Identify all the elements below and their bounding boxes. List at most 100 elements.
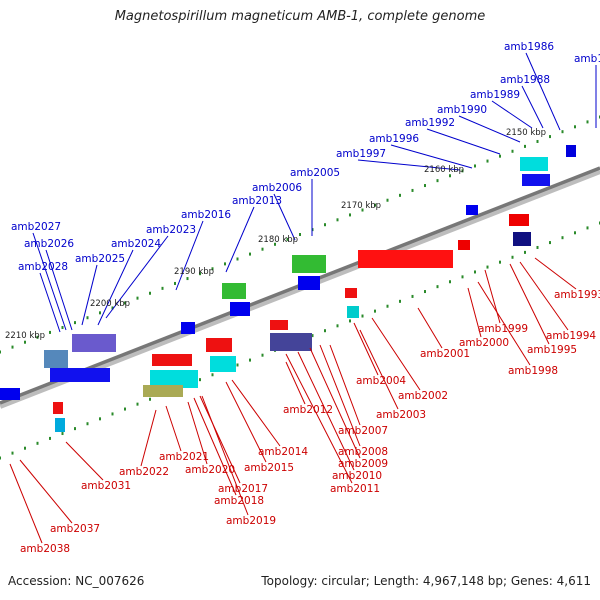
kbp-label: 2160 kbp: [424, 165, 464, 175]
leader-line: [193, 397, 237, 496]
tick-mark: [11, 345, 14, 349]
tick-mark: [0, 456, 1, 460]
leader-line: [319, 344, 361, 447]
leader-line: [491, 100, 533, 129]
tick-mark: [361, 314, 364, 318]
tick-mark: [399, 193, 401, 197]
leader-line: [285, 361, 306, 405]
tick-mark: [111, 412, 114, 416]
tick-mark: [136, 402, 139, 406]
leader-line: [297, 351, 355, 471]
tick-mark: [24, 340, 26, 344]
tick-mark: [249, 252, 251, 256]
tick-mark: [386, 304, 389, 308]
leader-line: [187, 401, 208, 465]
tick-mark: [574, 125, 576, 129]
gene-feature: [181, 322, 195, 334]
gene-label-amb1989: amb1989: [470, 89, 520, 101]
tick-mark: [386, 198, 389, 202]
gene-features: [0, 145, 576, 432]
gene-label-amb2037: amb2037: [50, 523, 100, 535]
gene-labels: amb1982amb1986amb1988amb1989amb1990amb19…: [11, 41, 600, 555]
gene-label-amb2007: amb2007: [338, 425, 388, 437]
gene-label-amb2020: amb2020: [185, 464, 235, 476]
gene-label-amb2016: amb2016: [181, 209, 231, 221]
leader-line: [467, 287, 482, 338]
gene-feature: [206, 338, 232, 352]
leader-line: [45, 249, 73, 331]
tick-mark: [124, 407, 126, 411]
tick-mark: [324, 329, 326, 333]
tick-mark: [86, 422, 89, 426]
leader-line: [525, 52, 561, 131]
tick-mark: [111, 306, 114, 310]
tick-mark: [261, 353, 264, 357]
gene-label-amb2009: amb2009: [338, 458, 388, 470]
tick-mark: [449, 280, 451, 284]
tick-mark: [411, 188, 414, 192]
gene-label-amb2038: amb2038: [20, 543, 70, 555]
tick-mark: [399, 299, 401, 303]
tick-mark: [199, 378, 201, 382]
leader-line: [426, 128, 501, 155]
kbp-label: 2190 kbp: [174, 267, 214, 277]
gene-label-amb2014: amb2014: [258, 446, 308, 458]
tick-mark: [324, 223, 326, 227]
tick-mark: [586, 226, 589, 230]
gene-label-amb2013: amb2013: [232, 195, 282, 207]
gene-feature: [466, 205, 478, 215]
tick-mark: [574, 231, 576, 235]
gene-label-amb2010: amb2010: [332, 470, 382, 482]
gene-feature: [55, 418, 65, 432]
tick-mark: [249, 358, 251, 362]
leader-line: [81, 264, 98, 326]
kbp-labels: 2150 kbp 2160 kbp 2170 kbp 2180 kbp 2190 kbp…: [5, 128, 546, 341]
gene-feature: [143, 385, 183, 397]
tick-mark: [199, 272, 201, 276]
leader-line: [19, 459, 73, 524]
leader-line: [199, 395, 241, 484]
tick-mark: [511, 255, 514, 259]
tick-mark: [549, 241, 551, 245]
gene-feature: [520, 157, 548, 171]
tick-mark: [224, 262, 226, 266]
leader-line: [140, 409, 157, 467]
tick-mark: [236, 363, 239, 367]
gene-feature: [513, 232, 531, 246]
gene-feature: [50, 368, 110, 382]
gene-feature: [72, 334, 116, 352]
gene-label-amb2021: amb2021: [159, 451, 209, 463]
gene-label-amb2022: amb2022: [119, 466, 169, 478]
gene-label-amb1995: amb1995: [527, 344, 577, 356]
gene-label-amb1988: amb1988: [500, 74, 550, 86]
kbp-label: 2210 kbp: [5, 331, 45, 341]
gene-label-amb2017: amb2017: [218, 483, 268, 495]
tick-mark: [136, 296, 139, 300]
gene-feature: [0, 388, 20, 400]
gene-label-amb2000: amb2000: [459, 337, 509, 349]
leader-line: [458, 115, 521, 143]
leader-line: [65, 441, 104, 481]
gene-feature: [347, 306, 359, 318]
leader-line: [231, 379, 281, 447]
leader-line: [477, 281, 531, 366]
tick-mark: [374, 309, 376, 313]
tick-mark: [124, 301, 126, 305]
tick-mark: [549, 135, 551, 139]
leader-line: [105, 235, 169, 319]
tick-mark: [49, 436, 51, 440]
tick-mark: [336, 218, 339, 222]
gene-label-amb1990: amb1990: [437, 104, 487, 116]
leader-line: [201, 395, 249, 516]
gene-label-amb2011: amb2011: [330, 483, 380, 495]
tick-mark: [561, 130, 564, 134]
gene-feature: [150, 370, 198, 388]
tick-mark: [24, 446, 26, 450]
leader-line: [417, 307, 443, 349]
kbp-label: 2200 kbp: [90, 299, 130, 309]
tick-mark: [36, 441, 39, 445]
leader-line: [175, 220, 204, 291]
tick-mark: [536, 245, 539, 249]
leader-line: [9, 463, 43, 544]
